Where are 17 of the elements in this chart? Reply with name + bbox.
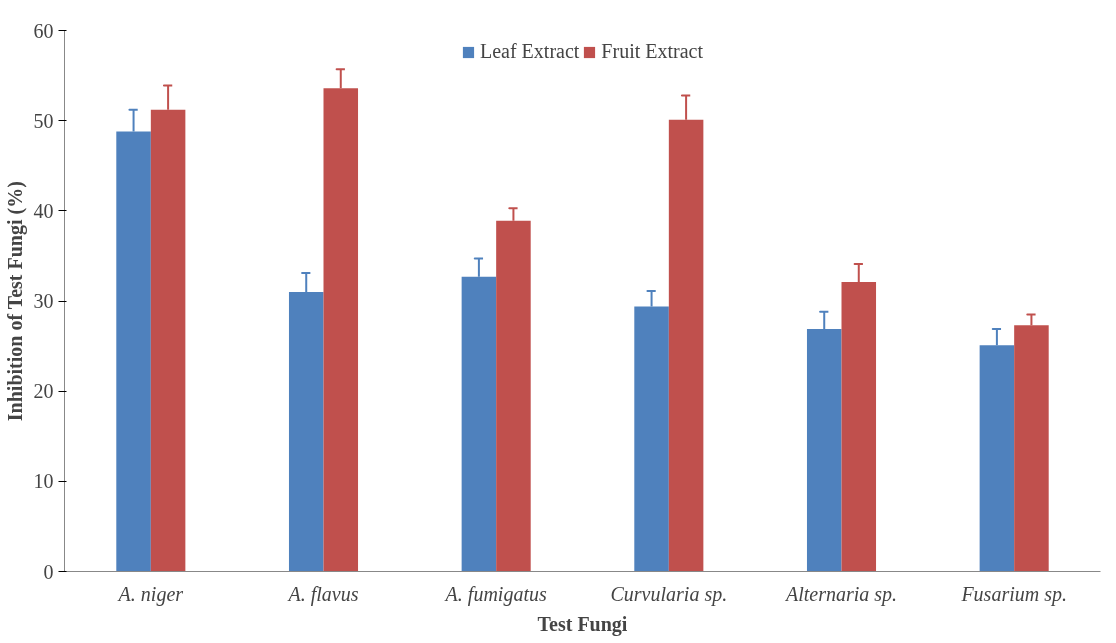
y-tick-label: 0 <box>43 560 54 583</box>
legend-label: Leaf Extract <box>479 40 580 63</box>
x-tick-label: Alternaria sp. <box>783 582 898 606</box>
legend-label: Fruit Extract <box>601 40 704 63</box>
x-tick-label: Fusarium sp. <box>960 582 1067 606</box>
x-tick-label: A. flavus <box>286 582 359 606</box>
y-tick-label: 50 <box>33 109 54 132</box>
x-tick-label: Curvularia sp. <box>610 582 728 606</box>
y-tick-label: 40 <box>33 199 54 222</box>
y-axis-title: Inhibition of Test Fungi (%) <box>3 181 27 422</box>
x-tick-label: A. niger <box>116 582 184 606</box>
x-axis-title: Test Fungi <box>537 612 628 636</box>
y-tick-label: 20 <box>33 380 54 403</box>
y-tick-label: 60 <box>33 19 54 42</box>
y-tick-label: 30 <box>33 290 54 312</box>
y-tick-label: 10 <box>33 470 54 493</box>
x-tick-label: A. fumigatus <box>443 582 547 606</box>
